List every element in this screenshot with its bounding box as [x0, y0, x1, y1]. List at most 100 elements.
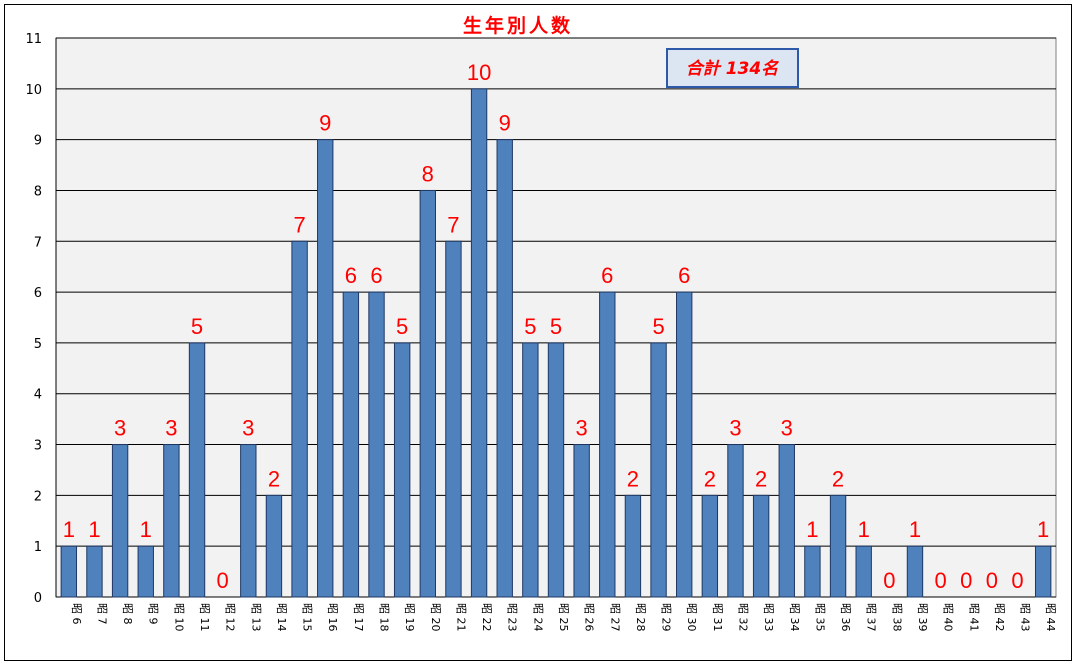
data-label: 1 [1037, 517, 1049, 542]
bar [470, 88, 488, 598]
data-label: 0 [1011, 568, 1023, 593]
data-label: 3 [242, 416, 254, 441]
data-label: 2 [755, 466, 767, 491]
x-tick-label: 昭 37 [865, 603, 878, 632]
data-label: 5 [524, 314, 536, 339]
bar [86, 545, 103, 598]
bar [676, 291, 693, 598]
x-tick-label: 昭 20 [429, 603, 442, 632]
data-label: 0 [934, 568, 946, 593]
bar [701, 494, 719, 598]
bar [137, 545, 154, 598]
x-tick-label: 昭 42 [993, 603, 1006, 632]
data-label: 0 [217, 568, 229, 593]
y-tick-label: 9 [34, 134, 42, 149]
x-tick-label: 昭 28 [634, 603, 647, 632]
data-label: 6 [370, 263, 382, 288]
bar [265, 494, 283, 598]
bar [778, 444, 795, 598]
data-label: 9 [499, 111, 511, 136]
data-label: 10 [467, 60, 491, 85]
x-tick-label: 昭 43 [1019, 603, 1032, 632]
bar [650, 342, 667, 598]
data-label: 6 [345, 263, 357, 288]
x-tick-label: 昭 39 [916, 603, 929, 632]
data-label: 1 [88, 517, 100, 542]
bar [496, 139, 513, 598]
y-tick-label: 8 [34, 184, 42, 199]
data-label: 2 [704, 466, 716, 491]
x-axis-ticks: 昭 6 昭 7 昭 8 昭 9 昭 10 昭 11 昭 12 昭 13 昭 14 昭 15 昭 16… [70, 603, 1057, 632]
bar [163, 444, 180, 598]
x-tick-label: 昭 16 [326, 603, 339, 632]
bar [240, 444, 257, 598]
x-tick-label: 昭 27 [608, 603, 621, 632]
data-label: 3 [576, 416, 588, 441]
bar [445, 240, 462, 598]
data-label: 1 [858, 517, 870, 542]
x-tick-label: 昭 13 [249, 603, 262, 632]
data-label: 2 [268, 466, 280, 491]
total-annotation: 合計 134名 [666, 48, 799, 88]
bar [1034, 545, 1052, 598]
x-tick-label: 昭 9 [147, 603, 160, 625]
bar [188, 342, 206, 598]
x-tick-label: 昭 34 [788, 603, 801, 632]
y-tick-label: 2 [34, 489, 42, 504]
data-label: 6 [601, 263, 613, 288]
x-tick-label: 昭 33 [762, 603, 775, 632]
x-tick-label: 昭 25 [557, 603, 570, 632]
x-tick-label: 昭 22 [480, 603, 493, 632]
bar [342, 291, 360, 598]
data-label: 5 [191, 314, 203, 339]
data-label: 8 [422, 161, 434, 186]
data-label: 0 [986, 568, 998, 593]
y-tick-label: 3 [34, 439, 42, 454]
data-label: 7 [293, 212, 305, 237]
x-tick-label: 昭 29 [660, 603, 673, 632]
y-axis-ticks: 0 1 2 3 4 5 6 7 8 9 10 11 [25, 32, 42, 606]
x-tick-label: 昭 38 [890, 603, 903, 632]
x-tick-label: 昭 35 [813, 603, 826, 632]
bar [599, 291, 616, 598]
y-tick-label: 11 [25, 32, 42, 47]
x-tick-label: 昭 30 [685, 603, 698, 632]
y-tick-label: 6 [34, 286, 42, 301]
total-annotation-text: 合計 134名 [686, 59, 779, 79]
x-tick-label: 昭 23 [506, 603, 519, 632]
x-tick-label: 昭 19 [403, 603, 416, 632]
x-tick-label: 昭 24 [531, 603, 544, 632]
bar [317, 139, 334, 598]
chart-title: 生年別人数 [463, 14, 573, 37]
data-label: 1 [806, 517, 818, 542]
x-tick-label: 昭 40 [942, 603, 955, 632]
data-label: 2 [832, 466, 844, 491]
x-tick-label: 昭 6 [70, 603, 83, 625]
y-tick-label: 10 [25, 83, 42, 98]
bar [60, 545, 78, 598]
bar [419, 189, 436, 598]
data-label: 3 [114, 416, 126, 441]
bar [368, 291, 385, 598]
bars [60, 88, 1052, 598]
x-tick-label: 昭 12 [224, 603, 237, 632]
bar [522, 342, 539, 598]
x-tick-label: 昭 15 [301, 603, 314, 632]
x-tick-label: 昭 18 [378, 603, 391, 632]
y-tick-label: 1 [34, 540, 42, 555]
data-label: 3 [781, 416, 793, 441]
bar [547, 342, 565, 598]
x-tick-label: 昭 11 [198, 603, 211, 632]
x-tick-label: 昭 21 [454, 603, 467, 632]
x-tick-label: 昭 41 [967, 603, 980, 632]
bar [111, 444, 129, 598]
x-tick-label: 昭 17 [352, 603, 365, 632]
data-label: 5 [652, 314, 664, 339]
x-tick-label: 昭 44 [1044, 603, 1057, 632]
data-label: 7 [447, 212, 459, 237]
x-tick-label: 昭 14 [275, 603, 288, 632]
x-tick-label: 昭 31 [711, 603, 724, 632]
data-label: 5 [550, 314, 562, 339]
y-tick-label: 4 [34, 388, 42, 403]
